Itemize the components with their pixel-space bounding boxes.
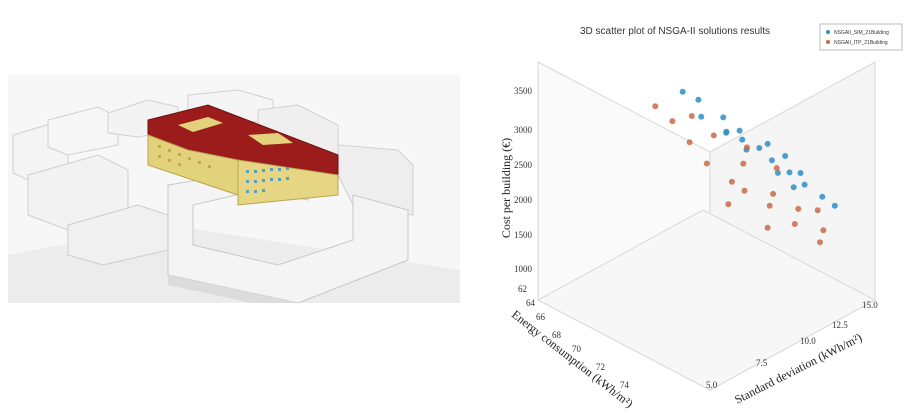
scatter-point-itp <box>744 144 750 151</box>
z-tick-label: 3000 <box>514 125 533 135</box>
scatter-point-itp <box>725 201 732 208</box>
scatter-point-itp <box>764 224 771 231</box>
x-tick-label: 10.0 <box>800 336 816 346</box>
scatter-point-itp <box>773 165 780 172</box>
x-tick-label: 15.0 <box>862 300 878 310</box>
z-tick-label: 2000 <box>514 195 533 205</box>
scatter-point-itp <box>710 132 717 139</box>
scatter-point-itp <box>703 160 710 167</box>
z-tick-label: 3500 <box>514 86 533 96</box>
scatter-point-sim <box>695 96 702 103</box>
scatter-point-sim <box>679 88 686 95</box>
scatter-point-sim <box>774 169 781 176</box>
scatter-point-sim <box>768 157 775 164</box>
scatter-point-itp <box>688 113 695 119</box>
z-tick-label: 1500 <box>514 230 533 240</box>
scatter-point-itp <box>766 202 773 209</box>
scatter-point-itp <box>669 118 676 125</box>
scatter-point-sim <box>736 127 743 134</box>
scatter-point-sim <box>756 145 763 151</box>
scatter-points <box>652 88 838 246</box>
scatter-point-sim <box>786 169 793 176</box>
z-tick-label: 2500 <box>514 160 533 170</box>
scatter-point-sim <box>797 170 804 176</box>
scatter-point-sim <box>782 153 789 159</box>
x-tick-label: 12.5 <box>832 320 848 330</box>
y-tick-label: 62 <box>518 284 527 294</box>
z-tick-label: 1000 <box>514 264 533 274</box>
scatter-point-sim <box>723 129 730 136</box>
y-tick-label: 66 <box>536 312 546 322</box>
scatter-point-itp <box>728 178 735 185</box>
scatter-point-sim <box>764 140 771 147</box>
scatter-3d-chart: 3D scatter plot of NSGA-II solutions res… <box>499 23 903 411</box>
scatter-point-sim <box>831 202 838 209</box>
scatter-point-itp <box>770 190 777 197</box>
legend-label-itp: NSGAII_ITP_21Building <box>834 40 888 46</box>
building-render-image <box>8 75 460 303</box>
y-tick-label: 70 <box>572 344 582 354</box>
chart-title: 3D scatter plot of NSGA-II solutions res… <box>580 26 770 37</box>
scatter-point-itp <box>741 187 748 194</box>
scatter-point-itp <box>740 160 747 167</box>
scatter-point-itp <box>814 207 821 214</box>
scatter-point-sim <box>720 114 727 121</box>
z-axis-label: Cost per building (€) <box>499 138 513 238</box>
scatter-point-sim <box>698 113 705 120</box>
scatter-point-sim <box>739 136 746 143</box>
legend-label-sim: NSGAII_SIM_21Building <box>834 30 889 36</box>
scatter-point-itp <box>795 205 802 212</box>
legend-marker-itp <box>826 40 830 44</box>
y-tick-label: 64 <box>526 298 536 308</box>
scatter-point-sim <box>790 184 797 191</box>
x-tick-label: 5.0 <box>706 380 718 390</box>
legend: NSGAII_SIM_21Building NSGAII_ITP_21Build… <box>819 23 903 51</box>
scatter-point-sim <box>801 181 808 188</box>
y-tick-label: 68 <box>552 330 562 340</box>
y-tick-label: 72 <box>596 362 605 372</box>
scatter-point-itp <box>817 239 823 246</box>
axes-panes <box>536 61 877 391</box>
scatter-point-itp <box>820 227 827 234</box>
x-tick-label: 7.5 <box>756 358 768 368</box>
legend-marker-sim <box>826 30 830 34</box>
scatter-point-itp <box>686 139 693 146</box>
scatter-point-itp <box>791 221 798 227</box>
y-tick-label: 74 <box>620 380 630 390</box>
scatter-point-itp <box>652 103 659 110</box>
scatter-point-sim <box>819 193 826 200</box>
